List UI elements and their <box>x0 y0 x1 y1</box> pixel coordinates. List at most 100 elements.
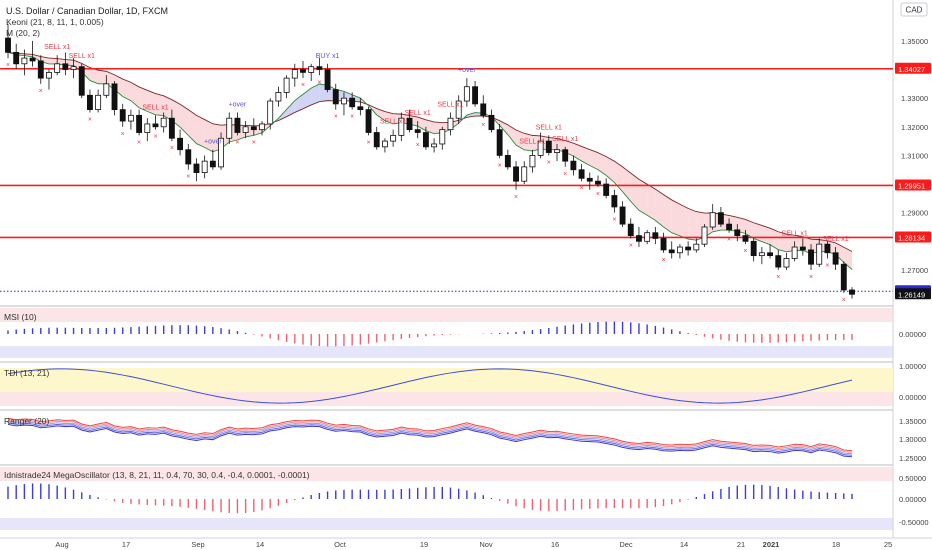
candle-body[interactable] <box>422 132 429 148</box>
candle-body[interactable] <box>709 212 716 228</box>
candle-body[interactable] <box>177 137 184 151</box>
candle-body[interactable] <box>636 235 642 242</box>
candle-body[interactable] <box>496 129 503 156</box>
candle-body[interactable] <box>586 177 593 182</box>
candle-body[interactable] <box>324 69 331 90</box>
ranger-pane-title[interactable]: Ranger (20) <box>4 416 50 426</box>
candle-body[interactable] <box>13 51 20 65</box>
candle-body[interactable] <box>758 252 765 257</box>
candle-body[interactable] <box>447 117 454 131</box>
candle-body[interactable] <box>37 60 44 79</box>
candle-body[interactable] <box>734 229 741 236</box>
candle-body[interactable] <box>267 100 274 125</box>
candle-body[interactable] <box>824 243 831 254</box>
candle-body[interactable] <box>136 114 143 133</box>
candle-body[interactable] <box>554 149 560 153</box>
signal-label[interactable]: SELL x1 <box>44 44 70 51</box>
candle-body[interactable] <box>701 226 708 245</box>
candle-body[interactable] <box>250 126 257 131</box>
indicator-legend-m[interactable]: M (20, 2) <box>6 28 40 38</box>
signal-label[interactable]: SELL x1 <box>782 230 808 237</box>
candle-body[interactable] <box>652 232 659 239</box>
tdi-pane-title[interactable]: TDI (13, 21) <box>4 368 50 378</box>
mega-oscillator-pane-title[interactable]: Idnistrade24 MegaOscillator (13, 8, 21, … <box>4 470 310 480</box>
candle-body[interactable] <box>717 212 724 225</box>
candle-body[interactable] <box>218 137 224 168</box>
candle-body[interactable] <box>472 86 479 105</box>
candle-body[interactable] <box>578 169 585 179</box>
candle-body[interactable] <box>291 69 298 79</box>
candle-body[interactable] <box>816 243 823 265</box>
candle-body[interactable] <box>570 160 577 171</box>
ranger-pane[interactable] <box>7 417 853 458</box>
candle-body[interactable] <box>668 249 675 254</box>
signal-label[interactable]: +over <box>229 101 247 108</box>
mega-oscillator-pane[interactable] <box>0 467 893 530</box>
candle-body[interactable] <box>603 183 610 196</box>
candle-body[interactable] <box>513 166 519 182</box>
candle-body[interactable] <box>676 246 683 254</box>
price-marker-badge[interactable] <box>895 288 931 300</box>
candle-body[interactable] <box>832 252 839 265</box>
candle-body[interactable] <box>95 94 102 111</box>
candle-body[interactable] <box>349 97 356 108</box>
candle-body[interactable] <box>398 117 405 136</box>
signal-label[interactable]: SELL x1 <box>552 136 578 143</box>
candle-body[interactable] <box>537 140 544 156</box>
candle-body[interactable] <box>562 149 569 162</box>
candle-body[interactable] <box>152 123 159 128</box>
msi-pane-title[interactable]: MSI (10) <box>4 312 37 322</box>
candle-body[interactable] <box>160 117 167 128</box>
signal-label[interactable]: SELL x1 <box>405 110 431 117</box>
candle-body[interactable] <box>406 117 413 131</box>
candle-body[interactable] <box>29 57 36 62</box>
candle-body[interactable] <box>201 160 208 173</box>
candle-body[interactable] <box>849 289 855 295</box>
candle-body[interactable] <box>455 100 462 119</box>
candle-body[interactable] <box>70 66 77 70</box>
signal-label[interactable]: SELL x1 <box>69 53 95 60</box>
time-axis[interactable]: Aug 17 Sep 14 Oct 19 Nov 16 Dec 14 21 2021 18 25 <box>55 540 892 549</box>
candle-body[interactable] <box>660 238 667 251</box>
signal-label[interactable]: +over <box>458 67 476 74</box>
candle-body[interactable] <box>611 195 618 208</box>
candle-body[interactable] <box>808 249 814 265</box>
candle-body[interactable] <box>840 263 847 291</box>
signal-label[interactable]: BUY x1 <box>316 53 340 60</box>
price-marker-badge[interactable] <box>895 62 931 74</box>
candle-body[interactable] <box>791 246 798 259</box>
candle-body[interactable] <box>193 163 200 173</box>
candle-body[interactable] <box>799 246 806 251</box>
candle-body[interactable] <box>521 166 528 182</box>
signal-label[interactable]: SELL x1 <box>823 236 849 243</box>
candle-body[interactable] <box>300 69 306 73</box>
candle-body[interactable] <box>111 83 118 111</box>
candle-body[interactable] <box>783 258 790 268</box>
price-marker-badge[interactable] <box>895 231 931 243</box>
candle-body[interactable] <box>234 117 241 133</box>
indicator-legend-keoni[interactable]: Keoni (21, 8, 11, 1, 0.005) <box>6 17 104 27</box>
signal-label[interactable]: SELL x1 <box>437 101 463 108</box>
candle-body[interactable] <box>144 123 151 133</box>
candle-body[interactable] <box>463 86 470 102</box>
msi-pane[interactable] <box>0 308 893 358</box>
signal-label[interactable]: SELL x1 <box>536 124 562 131</box>
candle-body[interactable] <box>62 63 69 70</box>
candle-body[interactable] <box>381 140 388 148</box>
candle-body[interactable] <box>332 89 339 105</box>
candle-body[interactable] <box>750 240 757 257</box>
signal-label[interactable]: SELL x1 <box>380 119 406 126</box>
tdi-pane[interactable] <box>0 368 893 406</box>
candle-body[interactable] <box>767 252 773 257</box>
candle-body[interactable] <box>480 103 487 116</box>
price-marker-badge[interactable] <box>895 179 931 191</box>
candle-body[interactable] <box>127 114 134 122</box>
signal-label[interactable]: +over <box>204 139 222 146</box>
candle-body[interactable] <box>693 243 700 251</box>
candle-body[interactable] <box>627 223 634 236</box>
candle-body[interactable] <box>46 71 52 79</box>
candle-body[interactable] <box>119 109 126 122</box>
price-axis[interactable]: 1.35000 1.33000 1.32000 1.31000 1.29000 1.270… <box>895 37 931 527</box>
candle-body[interactable] <box>308 66 315 73</box>
currency-badge[interactable] <box>900 2 928 17</box>
